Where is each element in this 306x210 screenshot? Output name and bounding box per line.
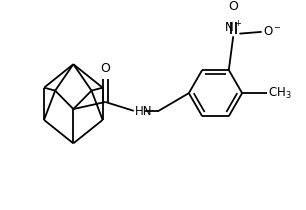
Text: HN: HN — [135, 105, 152, 118]
Text: CH$_3$: CH$_3$ — [268, 86, 292, 101]
Text: O$^-$: O$^-$ — [263, 25, 282, 38]
Text: O: O — [100, 62, 110, 75]
Text: N$^+$: N$^+$ — [224, 20, 242, 35]
Text: O: O — [228, 0, 238, 13]
